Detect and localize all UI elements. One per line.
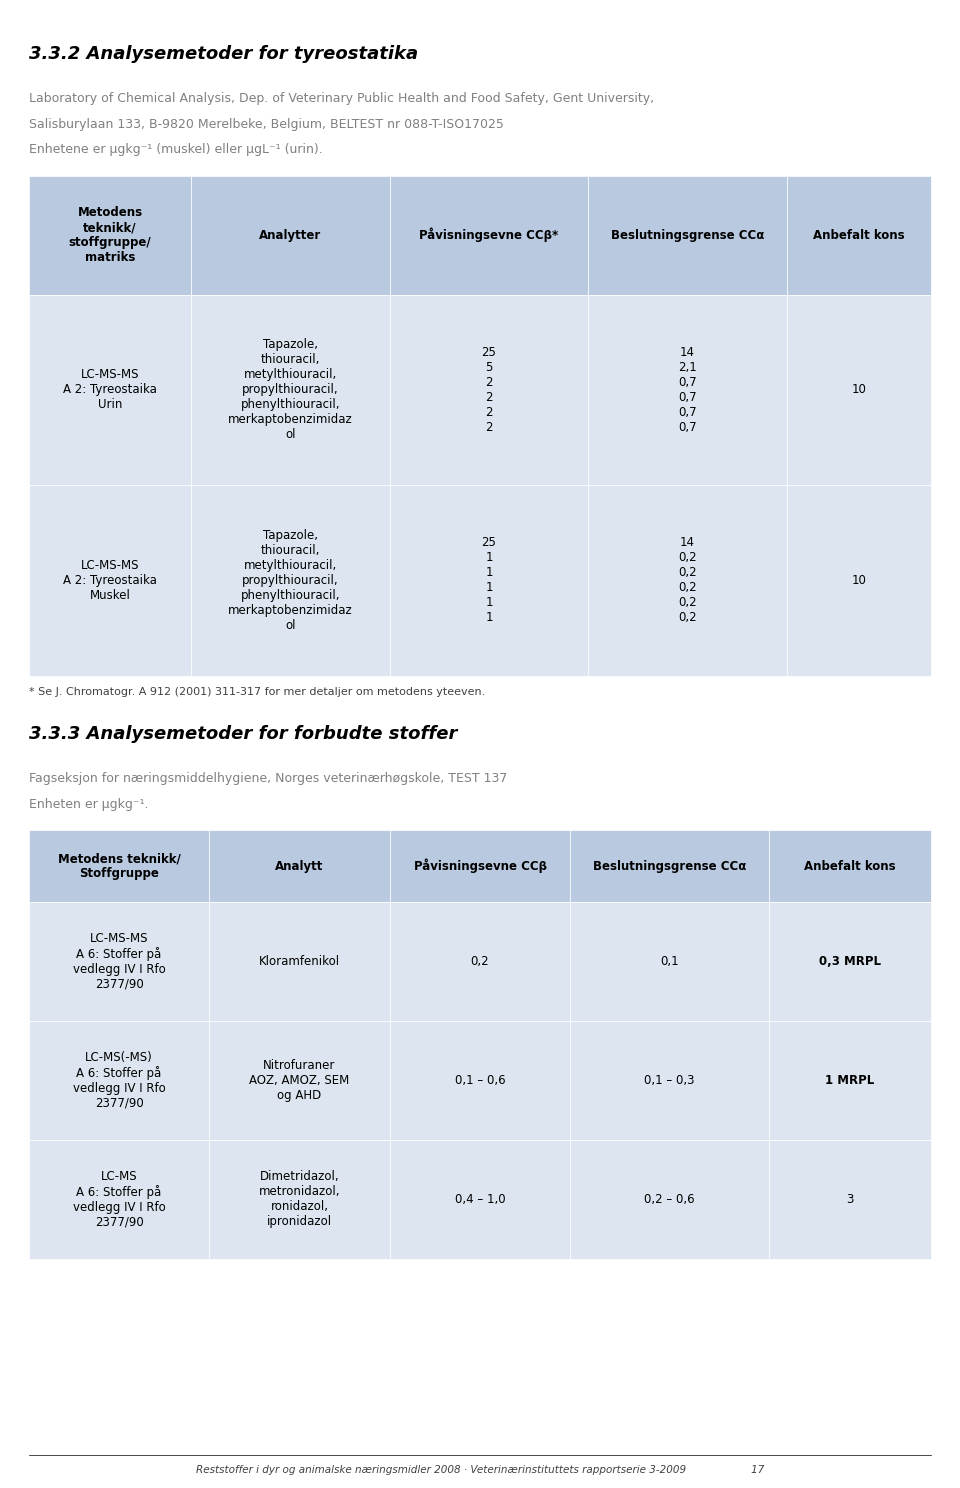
Text: LC-MS
A 6: Stoffer på
vedlegg IV I Rfo
2377/90: LC-MS A 6: Stoffer på vedlegg IV I Rfo 2… [73, 1170, 165, 1229]
Text: Salisburylaan 133, B-9820 Merelbeke, Belgium, BELTEST nr 088-T-ISO17025: Salisburylaan 133, B-9820 Merelbeke, Bel… [29, 118, 504, 131]
Bar [29, 176, 191, 295]
Text: Påvisningsevne CCβ*: Påvisningsevne CCβ* [420, 228, 559, 243]
Bar [390, 176, 588, 295]
Text: Tapazole,
thiouracil,
metylthiouracil,
propylthiouracil,
phenylthiouracil,
merka: Tapazole, thiouracil, metylthiouracil, p… [228, 338, 353, 442]
Bar [588, 295, 787, 485]
Text: 14
0,2
0,2
0,2
0,2
0,2: 14 0,2 0,2 0,2 0,2 0,2 [678, 536, 697, 625]
Text: Anbefalt kons: Anbefalt kons [804, 860, 896, 872]
Text: Dimetridazol,
metronidazol,
ronidazol,
ipronidazol: Dimetridazol, metronidazol, ronidazol, i… [259, 1171, 340, 1228]
Text: 25
5
2
2
2
2: 25 5 2 2 2 2 [482, 345, 496, 434]
Text: 0,1 – 0,6: 0,1 – 0,6 [455, 1074, 505, 1086]
Bar [390, 295, 588, 485]
Text: Laboratory of Chemical Analysis, Dep. of Veterinary Public Health and Food Safet: Laboratory of Chemical Analysis, Dep. of… [29, 92, 654, 106]
Bar [570, 902, 769, 1021]
Text: Påvisningsevne CCβ: Påvisningsevne CCβ [414, 859, 546, 873]
Text: Analytt: Analytt [276, 860, 324, 872]
Text: 10: 10 [852, 574, 867, 586]
Bar [570, 1021, 769, 1140]
Bar [29, 830, 209, 902]
Text: 0,2: 0,2 [470, 955, 490, 967]
Text: Beslutningsgrense CCα: Beslutningsgrense CCα [611, 229, 764, 241]
Text: Beslutningsgrense CCα: Beslutningsgrense CCα [593, 860, 746, 872]
Text: Metodens teknikk/
Stoffgruppe: Metodens teknikk/ Stoffgruppe [58, 853, 180, 879]
Text: Anbefalt kons: Anbefalt kons [813, 229, 905, 241]
Text: 0,3 MRPL: 0,3 MRPL [819, 955, 881, 967]
Text: 0,1 – 0,3: 0,1 – 0,3 [644, 1074, 695, 1086]
Bar [209, 1140, 390, 1259]
Bar [29, 295, 191, 485]
Text: Nitrofuraner
AOZ, AMOZ, SEM
og AHD: Nitrofuraner AOZ, AMOZ, SEM og AHD [250, 1059, 349, 1101]
Bar [769, 1021, 931, 1140]
Text: LC-MS(-MS)
A 6: Stoffer på
vedlegg IV I Rfo
2377/90: LC-MS(-MS) A 6: Stoffer på vedlegg IV I … [73, 1051, 165, 1110]
Text: Enheten er μgkg⁻¹.: Enheten er μgkg⁻¹. [29, 798, 148, 811]
Text: 0,2 – 0,6: 0,2 – 0,6 [644, 1193, 695, 1205]
Bar [769, 902, 931, 1021]
Bar [390, 1021, 570, 1140]
Bar [191, 176, 390, 295]
Text: 3.3.2 Analysemetoder for tyreostatika: 3.3.2 Analysemetoder for tyreostatika [29, 45, 418, 62]
Bar [570, 1140, 769, 1259]
Bar [588, 485, 787, 676]
Bar [209, 1021, 390, 1140]
Bar [29, 1021, 209, 1140]
Text: 25
1
1
1
1
1: 25 1 1 1 1 1 [482, 536, 496, 625]
Text: Kloramfenikol: Kloramfenikol [259, 955, 340, 967]
Bar [29, 902, 209, 1021]
Text: 1 MRPL: 1 MRPL [826, 1074, 875, 1086]
Bar [209, 830, 390, 902]
Bar [787, 295, 931, 485]
Bar [787, 176, 931, 295]
Bar [390, 830, 570, 902]
Text: Tapazole,
thiouracil,
metylthiouracil,
propylthiouracil,
phenylthiouracil,
merka: Tapazole, thiouracil, metylthiouracil, p… [228, 528, 353, 632]
Text: Fagseksjon for næringsmiddelhygiene, Norges veterinærhøgskole, TEST 137: Fagseksjon for næringsmiddelhygiene, Nor… [29, 772, 507, 786]
Text: Reststoffer i dyr og animalske næringsmidler 2008 · Veterinærinstituttets rappor: Reststoffer i dyr og animalske næringsmi… [196, 1466, 764, 1475]
Text: Metodens
teknikk/
stoffgruppe/
matriks: Metodens teknikk/ stoffgruppe/ matriks [69, 207, 152, 263]
Text: 10: 10 [852, 384, 867, 396]
Bar [191, 485, 390, 676]
Bar [191, 295, 390, 485]
Text: LC-MS-MS
A 2: Tyreostaika
Muskel: LC-MS-MS A 2: Tyreostaika Muskel [63, 559, 156, 601]
Bar [209, 902, 390, 1021]
Text: Enhetene er μgkg⁻¹ (muskel) eller μgL⁻¹ (urin).: Enhetene er μgkg⁻¹ (muskel) eller μgL⁻¹ … [29, 143, 323, 156]
Bar [390, 1140, 570, 1259]
Bar [390, 485, 588, 676]
Text: 3.3.3 Analysemetoder for forbudte stoffer: 3.3.3 Analysemetoder for forbudte stoffe… [29, 725, 457, 743]
Bar [29, 485, 191, 676]
Text: 0,1: 0,1 [660, 955, 679, 967]
Bar [588, 176, 787, 295]
Text: * Se J. Chromatogr. A 912 (2001) 311-317 for mer detaljer om metodens yteeven.: * Se J. Chromatogr. A 912 (2001) 311-317… [29, 687, 485, 698]
Text: 14
2,1
0,7
0,7
0,7
0,7: 14 2,1 0,7 0,7 0,7 0,7 [678, 345, 697, 434]
Bar [390, 902, 570, 1021]
Bar [769, 1140, 931, 1259]
Bar [787, 485, 931, 676]
Bar [570, 830, 769, 902]
Text: 0,4 – 1,0: 0,4 – 1,0 [455, 1193, 505, 1205]
Text: LC-MS-MS
A 6: Stoffer på
vedlegg IV I Rfo
2377/90: LC-MS-MS A 6: Stoffer på vedlegg IV I Rf… [73, 931, 165, 991]
Bar [29, 1140, 209, 1259]
Text: 3: 3 [847, 1193, 853, 1205]
Text: LC-MS-MS
A 2: Tyreostaika
Urin: LC-MS-MS A 2: Tyreostaika Urin [63, 369, 156, 411]
Bar [769, 830, 931, 902]
Text: Analytter: Analytter [259, 229, 322, 241]
